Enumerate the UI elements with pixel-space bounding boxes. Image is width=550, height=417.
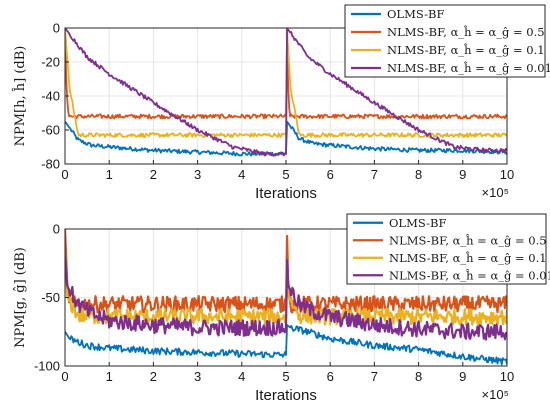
x-tick-label: 0 xyxy=(61,369,68,384)
tick-labels: 0 1 2 3 4 5 6 7 8 9 10 0 -50 -100 xyxy=(34,222,514,385)
y-tick-label: 0 xyxy=(53,222,60,237)
x-tick-label: 1 xyxy=(106,167,113,182)
y-axis-label: NPM[g, ĝ] (dB) xyxy=(13,247,28,348)
x-tick-label: 10 xyxy=(500,167,514,182)
x-tick-label: 5 xyxy=(282,369,289,384)
x-tick-label: 0 xyxy=(61,167,68,182)
x-tick-label: 2 xyxy=(150,167,157,182)
x-tick-label: 7 xyxy=(371,369,378,384)
x-tick-label: 3 xyxy=(194,167,201,182)
x-tick-label: 7 xyxy=(371,167,378,182)
series-line-4 xyxy=(65,256,507,341)
x-tick-label: 2 xyxy=(150,369,157,384)
x-tick-label: 8 xyxy=(415,369,422,384)
bottom-chart: 0 1 2 3 4 5 6 7 8 9 10 0 -50 -100 Iterations ×10⁵ NPM[g,… xyxy=(13,213,550,404)
y-tick-label: -40 xyxy=(41,89,60,104)
legend-box xyxy=(344,4,546,78)
legend: OLMS-BF NLMS-BF, α_ĥ = α_ĝ = 0.5 NLMS-BF, … xyxy=(344,4,550,78)
x-axis-label: Iterations xyxy=(255,387,317,404)
y-tick-label: 0 xyxy=(53,21,60,36)
series-group xyxy=(65,229,507,366)
x-axis-exponent: ×10⁵ xyxy=(482,387,509,402)
legend-entry-1: OLMS-BF xyxy=(389,216,446,230)
x-tick-label: 9 xyxy=(459,369,466,384)
x-tick-label: 9 xyxy=(459,167,466,182)
series-line-1 xyxy=(65,324,507,366)
y-tick-label: -20 xyxy=(41,55,60,70)
legend-box xyxy=(346,213,547,285)
x-tick-label: 1 xyxy=(106,369,113,384)
legend-entry-2: NLMS-BF, α_ĥ = α_ĝ = 0.5 xyxy=(387,25,545,39)
series-line-4 xyxy=(65,28,507,157)
x-axis-exponent: ×10⁵ xyxy=(482,185,509,200)
top-chart: 0 1 2 3 4 5 6 7 8 9 10 0 -20 -40 -60 -80 Iterations ×10⁵ N… xyxy=(12,4,550,202)
y-axis-label: NPM[h, ĥ] (dB) xyxy=(12,46,28,147)
x-tick-label: 10 xyxy=(500,369,514,384)
x-tick-label: 8 xyxy=(415,167,422,182)
x-tick-label: 6 xyxy=(327,369,334,384)
series-group xyxy=(65,28,507,157)
x-tick-label: 4 xyxy=(238,369,245,384)
y-tick-label: -50 xyxy=(41,290,60,305)
legend-entry-4: NLMS-BF, α_ĥ = α_ĝ = 0.01 xyxy=(387,61,550,75)
y-tick-label: -100 xyxy=(34,359,60,374)
legend: OLMS-BF NLMS-BF, α_ĥ = α_ĝ = 0.5 NLMS-BF, … xyxy=(346,213,550,285)
x-axis-label: Iterations xyxy=(255,185,317,202)
legend-entry-1: OLMS-BF xyxy=(387,7,444,21)
legend-entry-4: NLMS-BF, α_ĥ = α_ĝ = 0.01 xyxy=(389,268,550,282)
y-tick-label: -60 xyxy=(41,123,60,138)
x-tick-label: 6 xyxy=(327,167,334,182)
legend-entry-3: NLMS-BF, α_ĥ = α_ĝ = 0.1 xyxy=(389,251,547,265)
legend-entry-3: NLMS-BF, α_ĥ = α_ĝ = 0.1 xyxy=(387,43,545,57)
y-tick-label: -80 xyxy=(41,157,60,172)
x-tick-label: 5 xyxy=(282,167,289,182)
x-tick-label: 4 xyxy=(238,167,245,182)
x-tick-label: 3 xyxy=(194,369,201,384)
tick-labels: 0 1 2 3 4 5 6 7 8 9 10 0 -20 -40 -60 -80 xyxy=(41,21,514,183)
legend-entry-2: NLMS-BF, α_ĥ = α_ĝ = 0.5 xyxy=(389,233,547,247)
